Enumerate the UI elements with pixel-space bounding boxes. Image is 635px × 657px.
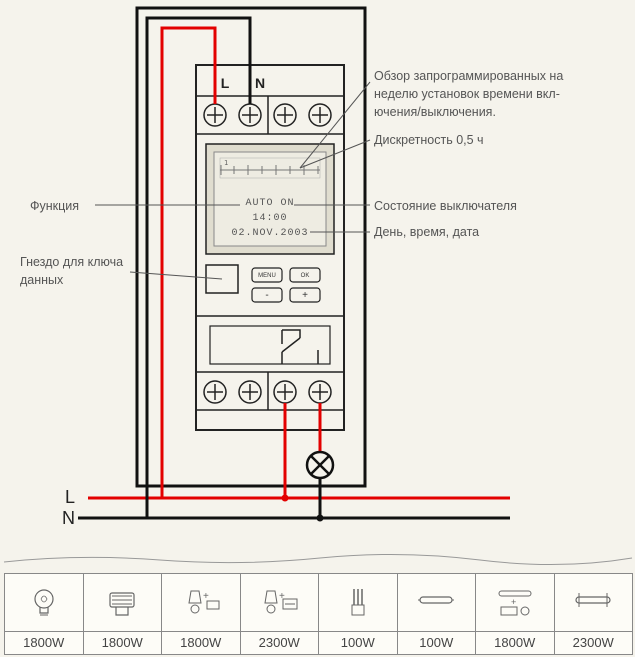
svg-text:1: 1 — [224, 159, 228, 167]
svg-text:+: + — [511, 597, 516, 607]
watt-label: 2300W — [241, 632, 319, 654]
load-type-icon — [555, 574, 633, 632]
watt-cell: +1800W — [162, 574, 241, 654]
watt-label: 2300W — [555, 632, 633, 654]
load-type-icon — [84, 574, 162, 632]
annot-review-l3: ючения/выключения. — [374, 105, 496, 119]
line-label-l: L — [65, 487, 75, 507]
load-type-icon: + — [241, 574, 319, 632]
svg-text:OK: OK — [301, 273, 310, 279]
load-type-icon — [398, 574, 476, 632]
watt-cell: +1800W — [476, 574, 555, 654]
watt-cell: 2300W — [555, 574, 633, 654]
annot-review-l2: неделю установок времени вкл- — [374, 87, 560, 101]
watt-label: 100W — [398, 632, 476, 654]
watt-cell: 1800W — [5, 574, 84, 654]
svg-text:+: + — [203, 591, 209, 602]
annot-discreteness: Дискретность 0,5 ч — [374, 133, 484, 147]
watt-label: 1800W — [84, 632, 162, 654]
watt-cell: 100W — [319, 574, 398, 654]
annot-review-l1: Обзор запрограммированных на — [374, 69, 563, 83]
load-type-icon — [319, 574, 397, 632]
annot-function: Функция — [30, 199, 79, 213]
load-type-icon — [5, 574, 83, 632]
lamp-symbol — [307, 452, 333, 478]
annot-day-time-date: День, время, дата — [374, 225, 479, 239]
watt-label: 1800W — [5, 632, 83, 654]
svg-text:-: - — [265, 290, 268, 301]
watt-table: 1800W1800W+1800W+2300W100W100W+1800W2300… — [4, 573, 633, 655]
watt-label: 1800W — [476, 632, 554, 654]
load-type-icon: + — [162, 574, 240, 632]
annot-socket-l2: данных — [20, 273, 64, 287]
svg-text:+: + — [302, 290, 308, 301]
watt-label: 100W — [319, 632, 397, 654]
load-type-icon: + — [476, 574, 554, 632]
watt-cell: 100W — [398, 574, 477, 654]
timer-device: L N — [196, 65, 344, 430]
watt-label: 1800W — [162, 632, 240, 654]
watt-cell: +2300W — [241, 574, 320, 654]
watt-cell: 1800W — [84, 574, 163, 654]
annot-switch-state: Состояние выключателя — [374, 199, 517, 213]
lcd-row-time: 14:00 — [252, 213, 287, 224]
svg-text:MENU: MENU — [258, 273, 276, 279]
wiring-diagram: L N — [0, 0, 635, 573]
svg-text:+: + — [279, 591, 285, 602]
pin-label-l: L — [221, 75, 230, 91]
lcd-row-auto: AUTO ON — [245, 198, 294, 209]
line-label-n: N — [62, 508, 75, 528]
annot-socket-l1: Гнездо для ключа — [20, 255, 123, 269]
lcd-row-date: 02.NOV.2003 — [231, 228, 308, 239]
pin-label-n: N — [255, 75, 265, 91]
